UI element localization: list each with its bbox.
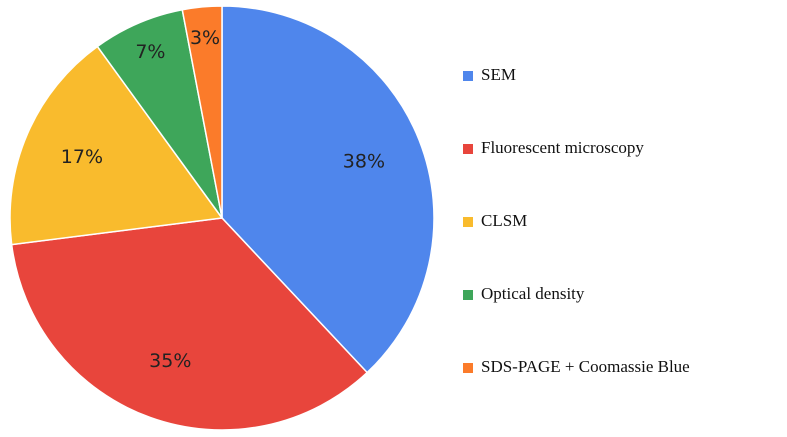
legend-swatch: [463, 363, 473, 373]
legend-swatch: [463, 144, 473, 154]
data-label: 38%: [343, 150, 385, 172]
legend-label: SEM: [481, 65, 516, 84]
pie-slice: [10, 217, 369, 431]
legend-swatch: [463, 71, 473, 81]
pie-slice: [9, 45, 224, 246]
legend-swatch: [463, 290, 473, 300]
pie-slice: [221, 5, 435, 374]
pie-slice: [181, 5, 223, 219]
data-label: 35%: [149, 350, 191, 372]
data-label: 3%: [190, 27, 220, 49]
legend-swatch: [463, 217, 473, 227]
legend-label: CLSM: [481, 211, 527, 230]
legend-label: SDS-PAGE + Coomassie Blue: [481, 357, 690, 376]
data-label: 7%: [135, 41, 165, 63]
legend-label: Fluorescent microscopy: [481, 138, 644, 157]
legend-label: Optical density: [481, 284, 585, 303]
data-label: 17%: [61, 146, 103, 168]
